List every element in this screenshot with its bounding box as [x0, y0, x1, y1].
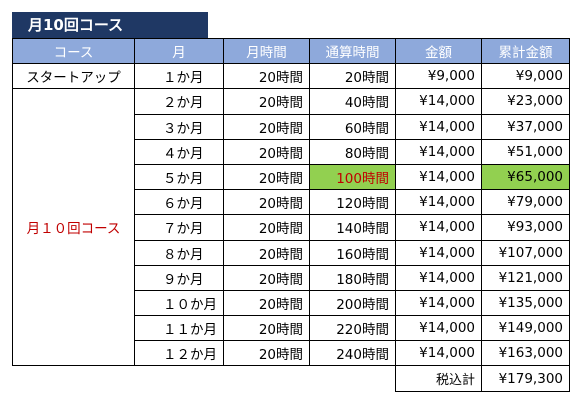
cell-cumulative: ¥163,000 — [481, 340, 570, 367]
cell-monthly-hours: 20時間 — [223, 63, 310, 90]
cell-month: ５か月 — [134, 163, 224, 191]
cell-month: ８か月 — [134, 239, 224, 266]
cell-total-hours: 100時間 — [309, 163, 396, 191]
cell-total-hours: 160時間 — [309, 239, 396, 266]
cell-total-hours: 240時間 — [309, 340, 396, 367]
table-row: ３か月 20時間 60時間 ¥14,000 ¥37,000 — [13, 113, 570, 140]
cell-total-hours: 120時間 — [309, 189, 396, 216]
cell-month: ２か月 — [134, 88, 224, 115]
cell-total-hours: 60時間 — [309, 113, 396, 140]
cell-cumulative: ¥65,000 — [481, 163, 570, 191]
cell-cumulative: ¥107,000 — [481, 239, 570, 266]
cell-month: １２か月 — [134, 340, 224, 367]
cell-cumulative: ¥23,000 — [481, 88, 570, 115]
cell-monthly-hours: 20時間 — [223, 214, 310, 241]
cell-total-hours: 80時間 — [309, 138, 396, 165]
cell-cumulative: ¥37,000 — [481, 113, 570, 140]
cell-amount: ¥14,000 — [395, 315, 482, 342]
cell-monthly-hours: 20時間 — [223, 163, 310, 191]
cell-month: ３か月 — [134, 113, 224, 140]
cell-monthly-hours: 20時間 — [223, 289, 310, 317]
pricing-table: コース 月 月時間 通算時間 金額 累計金額 スタートアップ １か月 20時間 … — [12, 37, 570, 392]
cell-monthly-hours: 20時間 — [223, 189, 310, 216]
cell-amount: ¥14,000 — [395, 163, 482, 191]
empty-cell — [13, 366, 135, 391]
header-course: コース — [12, 37, 135, 65]
cell-total-hours: 200時間 — [309, 289, 396, 317]
cell-total-hours: 180時間 — [309, 264, 396, 291]
table-row: ８か月 20時間 160時間 ¥14,000 ¥107,000 — [13, 239, 570, 266]
cell-monthly-hours: 20時間 — [223, 264, 310, 291]
table-row: １１か月 20時間 220時間 ¥14,000 ¥149,000 — [13, 315, 570, 342]
tax-total-label: 税込計 — [395, 365, 482, 392]
cell-amount: ¥14,000 — [395, 214, 482, 241]
header-cumulative: 累計金額 — [481, 37, 570, 65]
cell-monthly-hours: 20時間 — [223, 138, 310, 165]
table-row: 月１０回コース ２か月 20時間 40時間 ¥14,000 ¥23,000 — [12, 88, 570, 367]
cell-amount: ¥14,000 — [395, 189, 482, 216]
cell-cumulative: ¥9,000 — [481, 63, 570, 90]
cell-amount: ¥9,000 — [395, 63, 482, 90]
cell-amount: ¥14,000 — [395, 239, 482, 266]
tax-total-value: ¥179,300 — [481, 365, 570, 392]
cell-total-hours: 40時間 — [309, 88, 396, 115]
cell-month: ９か月 — [134, 264, 224, 291]
table-row: スタートアップ １か月 20時間 20時間 ¥9,000 ¥9,000 — [12, 63, 570, 90]
cell-monthly-hours: 20時間 — [223, 315, 310, 342]
cell-cumulative: ¥51,000 — [481, 138, 570, 165]
cell-month: ７か月 — [134, 214, 224, 241]
cell-amount: ¥14,000 — [395, 340, 482, 367]
cell-monthly-hours: 20時間 — [223, 88, 310, 115]
cell-month: ４か月 — [134, 138, 224, 165]
header-month: 月 — [134, 37, 224, 65]
table-row: ６か月 20時間 120時間 ¥14,000 ¥79,000 — [13, 189, 570, 216]
cell-amount: ¥14,000 — [395, 138, 482, 165]
total-row: 税込計 ¥179,300 — [13, 365, 570, 392]
cell-amount: ¥14,000 — [395, 88, 482, 115]
cell-total-hours: 220時間 — [309, 315, 396, 342]
cell-amount: ¥14,000 — [395, 289, 482, 317]
table-row: ５か月 20時間 100時間 ¥14,000 ¥65,000 — [13, 163, 570, 191]
header-total-hours: 通算時間 — [309, 37, 396, 65]
empty-cell — [135, 366, 224, 391]
cell-course-name: 月１０回コース — [12, 88, 135, 367]
cell-course-startup: スタートアップ — [12, 63, 135, 90]
cell-monthly-hours: 20時間 — [223, 239, 310, 266]
cell-cumulative: ¥135,000 — [481, 289, 570, 317]
cell-cumulative: ¥93,000 — [481, 214, 570, 241]
table-row: ４か月 20時間 80時間 ¥14,000 ¥51,000 — [13, 138, 570, 165]
empty-cell — [224, 366, 310, 391]
sheet-title: 月10回コース — [12, 12, 208, 38]
cell-amount: ¥14,000 — [395, 113, 482, 140]
table-row: １２か月 20時間 240時間 ¥14,000 ¥163,000 — [13, 340, 570, 367]
cell-month: １０か月 — [134, 289, 224, 317]
cell-total-hours: 20時間 — [309, 63, 396, 90]
cell-month: １１か月 — [134, 315, 224, 342]
header-amount: 金額 — [395, 37, 482, 65]
cell-amount: ¥14,000 — [395, 264, 482, 291]
header-monthly-hours: 月時間 — [223, 37, 310, 65]
header-row: コース 月 月時間 通算時間 金額 累計金額 — [12, 37, 570, 65]
empty-cell — [310, 366, 396, 391]
cell-month: １か月 — [134, 63, 224, 90]
cell-monthly-hours: 20時間 — [223, 113, 310, 140]
cell-month: ６か月 — [134, 189, 224, 216]
cell-cumulative: ¥79,000 — [481, 189, 570, 216]
cell-cumulative: ¥149,000 — [481, 315, 570, 342]
cell-total-hours: 140時間 — [309, 214, 396, 241]
table-row: ７か月 20時間 140時間 ¥14,000 ¥93,000 — [13, 214, 570, 241]
cell-monthly-hours: 20時間 — [223, 340, 310, 367]
cell-cumulative: ¥121,000 — [481, 264, 570, 291]
